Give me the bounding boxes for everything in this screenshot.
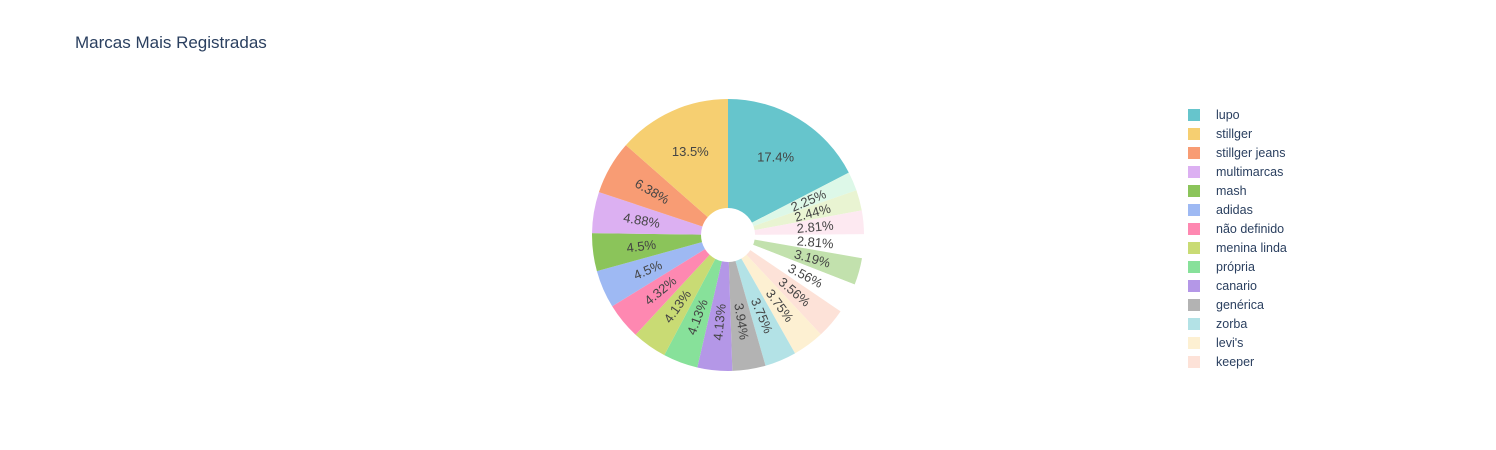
legend-item-lupo[interactable]: lupo (1188, 105, 1287, 124)
legend-label: canario (1216, 278, 1257, 293)
pie-slice-generica[interactable] (728, 260, 766, 371)
legend-swatch (1188, 165, 1200, 178)
legend-label: stillger jeans (1216, 145, 1286, 160)
pie-slice-label: 3.94% (731, 302, 752, 341)
pie-slice-stillger[interactable] (625, 99, 728, 218)
legend-swatch (1188, 108, 1200, 121)
legend-label: genérica (1216, 297, 1264, 312)
legend-item-mash[interactable]: mash (1188, 181, 1287, 200)
legend-swatch (1188, 184, 1200, 197)
pie-slice-levi-s[interactable] (741, 254, 821, 354)
pie-slice-keeper[interactable] (746, 250, 841, 335)
pie-slice-unlabeled-1[interactable] (751, 172, 857, 227)
pie-slice-menina-linda[interactable] (635, 254, 716, 356)
legend-label: não definido (1216, 221, 1285, 236)
legend-item-multimarcas[interactable]: multimarcas (1188, 162, 1287, 181)
legend-label: multimarcas (1216, 164, 1284, 179)
legend-swatch (1188, 336, 1200, 349)
pie-slice-propria[interactable] (664, 258, 722, 368)
legend-item-keeper[interactable]: keeper (1188, 352, 1287, 371)
legend-swatch (1188, 222, 1200, 235)
pie-slice-label: 13.5% (672, 144, 709, 159)
legend-item-adidas[interactable]: adidas (1188, 200, 1287, 219)
legend-item-canario[interactable]: canario (1188, 276, 1287, 295)
legend-swatch (1188, 241, 1200, 254)
legend-label: lupo (1216, 107, 1240, 122)
legend-swatch (1188, 203, 1200, 216)
legend-swatch (1188, 146, 1200, 159)
pie-slice-multimarcas[interactable] (592, 192, 703, 235)
pie-slice-label: 2.81% (796, 218, 835, 236)
legend-item-zorba[interactable]: zorba (1188, 314, 1287, 333)
pie-slice-unlabeled-5[interactable] (753, 239, 863, 285)
pie-slices (592, 99, 864, 371)
pie-slice-canario[interactable] (697, 261, 733, 371)
pie-slice-label: 4.88% (622, 210, 661, 231)
pie-slice-label: 4.13% (710, 303, 729, 342)
legend-label: adidas (1216, 202, 1253, 217)
pie-slice-zorba[interactable] (735, 258, 796, 366)
pie-slice-label: 2.81% (796, 233, 834, 251)
legend-swatch (1188, 317, 1200, 330)
legend-swatch (1188, 127, 1200, 140)
legend-label: mash (1216, 183, 1247, 198)
legend-swatch (1188, 298, 1200, 311)
legend-item-nao-definido[interactable]: não definido (1188, 219, 1287, 238)
legend-item-generica[interactable]: genérica (1188, 295, 1287, 314)
pie-slice-label: 17.4% (757, 149, 794, 164)
pie-slice-nao-definido[interactable] (612, 249, 710, 335)
legend-item-menina-linda[interactable]: menina linda (1188, 238, 1287, 257)
pie-slice-mash[interactable] (592, 233, 702, 272)
legend-label: zorba (1216, 316, 1248, 331)
pie-labels: 17.4%2.25%2.44%2.81%2.81%3.19%3.56%3.56%… (622, 144, 834, 341)
legend-label: própria (1216, 259, 1255, 274)
pie-slice-adidas[interactable] (596, 242, 706, 307)
legend-item-stillger[interactable]: stillger (1188, 124, 1287, 143)
legend-label: keeper (1216, 354, 1255, 369)
legend-label: stillger (1216, 126, 1253, 141)
pie-slice-label: 4.5% (626, 237, 658, 256)
chart-title: Marcas Mais Registradas (75, 33, 267, 52)
pie-slice-lupo[interactable] (728, 99, 849, 223)
legend-label: menina linda (1216, 240, 1287, 255)
legend-item-levi-s[interactable]: levi's (1188, 333, 1287, 352)
legend: lupo stillger stillger jeans multimarcas mas… (1188, 105, 1287, 371)
legend-item-propria[interactable]: própria (1188, 257, 1287, 276)
pie-slice-unlabeled-6[interactable] (750, 244, 855, 312)
pie-slice-stillger-jeans[interactable] (598, 145, 708, 227)
legend-swatch (1188, 355, 1200, 368)
legend-label: levi's (1216, 335, 1244, 350)
legend-swatch (1188, 260, 1200, 273)
pie-slice-unlabeled-2[interactable] (753, 190, 862, 231)
pie-slice-unlabeled-3[interactable] (754, 210, 864, 235)
legend-swatch (1188, 279, 1200, 292)
pie-slice-unlabeled-4[interactable] (754, 234, 864, 259)
legend-item-stillger-jeans[interactable]: stillger jeans (1188, 143, 1287, 162)
